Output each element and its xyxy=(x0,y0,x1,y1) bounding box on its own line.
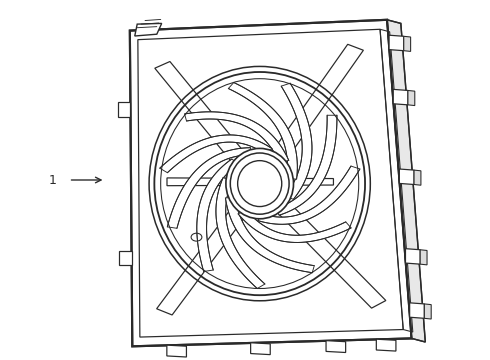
Ellipse shape xyxy=(226,148,294,219)
Polygon shape xyxy=(281,83,312,199)
Ellipse shape xyxy=(238,161,282,207)
Polygon shape xyxy=(275,203,386,308)
Polygon shape xyxy=(225,197,314,273)
Polygon shape xyxy=(130,20,412,346)
Polygon shape xyxy=(120,251,132,265)
Polygon shape xyxy=(160,135,272,173)
Polygon shape xyxy=(167,345,187,357)
Polygon shape xyxy=(155,62,247,163)
Polygon shape xyxy=(406,249,420,264)
Polygon shape xyxy=(393,89,408,105)
Polygon shape xyxy=(420,250,427,265)
Polygon shape xyxy=(118,102,130,117)
Polygon shape xyxy=(135,23,162,36)
Polygon shape xyxy=(408,90,415,105)
Polygon shape xyxy=(414,170,421,185)
Polygon shape xyxy=(258,166,360,224)
Polygon shape xyxy=(238,210,351,243)
Polygon shape xyxy=(326,341,345,352)
Polygon shape xyxy=(424,304,431,319)
Polygon shape xyxy=(185,112,289,163)
Polygon shape xyxy=(197,159,239,271)
Polygon shape xyxy=(387,20,425,342)
Polygon shape xyxy=(399,169,414,185)
Polygon shape xyxy=(389,35,404,51)
Polygon shape xyxy=(216,178,265,288)
Polygon shape xyxy=(157,205,249,315)
Polygon shape xyxy=(228,82,297,179)
Polygon shape xyxy=(404,36,411,51)
Polygon shape xyxy=(167,178,333,186)
Text: 1: 1 xyxy=(49,174,56,186)
Polygon shape xyxy=(275,115,337,215)
Polygon shape xyxy=(410,303,424,318)
Polygon shape xyxy=(167,148,251,228)
Polygon shape xyxy=(270,44,364,162)
Ellipse shape xyxy=(230,153,289,214)
Polygon shape xyxy=(376,339,396,351)
Polygon shape xyxy=(250,343,270,355)
